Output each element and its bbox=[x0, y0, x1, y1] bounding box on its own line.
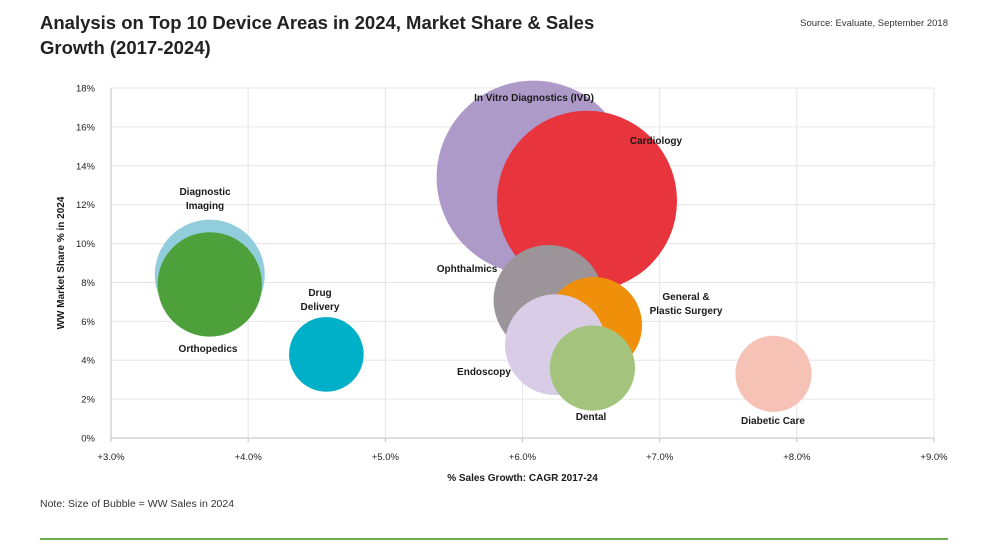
y-tick-label: 12% bbox=[76, 200, 96, 211]
y-tick-label: 4% bbox=[81, 356, 95, 367]
x-tick-label: +8.0% bbox=[783, 452, 811, 463]
y-axis-label: WW Market Share % in 2024 bbox=[56, 196, 67, 329]
bubble-orthopedics bbox=[157, 232, 262, 337]
y-tick-label: 18% bbox=[76, 84, 96, 95]
bubble-label: Dental bbox=[576, 412, 607, 423]
x-tick-label: +9.0% bbox=[920, 452, 948, 463]
x-tick-label: +4.0% bbox=[235, 452, 263, 463]
source-note: Source: Evaluate, September 2018 bbox=[800, 18, 948, 29]
tick-layer: 0% 2% 4% 6% 8% 10% 12% 14% 16% 18% +3.0% +4.0% +5.0%… bbox=[76, 84, 948, 464]
bubble-label: Cardiology bbox=[630, 136, 683, 147]
y-tick-label: 6% bbox=[81, 317, 95, 328]
bubble-label: Ophthalmics bbox=[437, 264, 498, 275]
y-tick-label: 10% bbox=[76, 239, 96, 250]
footer-divider bbox=[40, 538, 948, 540]
bubble-label: Diabetic Care bbox=[741, 416, 805, 427]
bubble-label: Drug Delivery bbox=[301, 288, 340, 313]
y-tick-label: 14% bbox=[76, 161, 96, 172]
bubble-label: Endoscopy bbox=[457, 367, 511, 378]
bubble-drug-delivery bbox=[289, 317, 364, 392]
label-layer: Diagnostic Imaging Orthopedics Drug Delivery… bbox=[179, 93, 806, 427]
y-tick-label: 0% bbox=[81, 434, 95, 445]
bubble-label: Diagnostic Imaging bbox=[179, 187, 231, 212]
bubble-label: General & Plastic Surgery bbox=[650, 292, 723, 317]
bubble-label: In Vitro Diagnostics (IVD) bbox=[474, 93, 594, 104]
x-tick-label: +7.0% bbox=[646, 452, 674, 463]
bubble-layer bbox=[154, 80, 812, 412]
x-tick-label: +6.0% bbox=[509, 452, 537, 463]
bubble-diabetic-care bbox=[735, 335, 812, 412]
x-tick-label: +3.0% bbox=[97, 452, 125, 463]
page-title: Analysis on Top 10 Device Areas in 2024,… bbox=[40, 12, 595, 58]
x-tick-label: +5.0% bbox=[372, 452, 400, 463]
y-tick-label: 8% bbox=[81, 278, 95, 289]
y-tick-label: 2% bbox=[81, 395, 95, 406]
bubble-size-note: Note: Size of Bubble = WW Sales in 2024 bbox=[40, 498, 235, 510]
bubble-chart: 0% 2% 4% 6% 8% 10% 12% 14% 16% 18% +3.0% +4.0% +5.0%… bbox=[56, 80, 948, 484]
bubble-dental bbox=[549, 325, 636, 411]
y-tick-label: 16% bbox=[76, 122, 96, 133]
x-axis-label: % Sales Growth: CAGR 2017-24 bbox=[447, 473, 598, 484]
bubble-label: Orthopedics bbox=[179, 344, 238, 355]
